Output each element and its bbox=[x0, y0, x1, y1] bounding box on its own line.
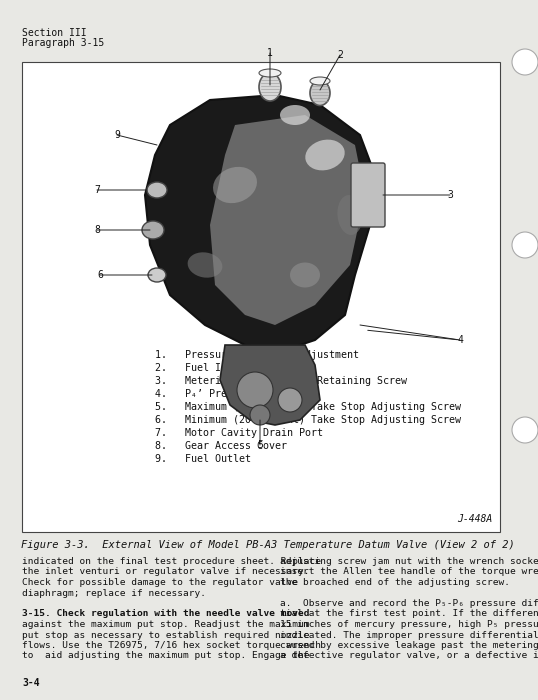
Ellipse shape bbox=[310, 80, 330, 106]
Text: 8.   Gear Access Cover: 8. Gear Access Cover bbox=[155, 441, 287, 451]
Text: diaphragm; replace if necessary.: diaphragm; replace if necessary. bbox=[22, 589, 206, 598]
Text: flows. Use the T26975, 7/16 hex socket torque wrench: flows. Use the T26975, 7/16 hex socket t… bbox=[22, 641, 321, 650]
Text: 2: 2 bbox=[337, 50, 343, 60]
Text: to  aid adjusting the maximum put stop. Engage the: to aid adjusting the maximum put stop. E… bbox=[22, 652, 309, 661]
Text: 7: 7 bbox=[94, 185, 100, 195]
Text: 3.   Metering Valve Sleeve Retaining Screw: 3. Metering Valve Sleeve Retaining Screw bbox=[155, 376, 407, 386]
Text: indicated on the final test procedure sheet. Replace: indicated on the final test procedure sh… bbox=[22, 557, 321, 566]
Circle shape bbox=[512, 417, 538, 443]
Ellipse shape bbox=[188, 252, 222, 278]
Text: 3-15. Check regulation with the needle valve moved: 3-15. Check regulation with the needle v… bbox=[22, 610, 309, 619]
Polygon shape bbox=[220, 345, 320, 425]
Text: tial at the first test point. If the differential exceeds: tial at the first test point. If the dif… bbox=[280, 610, 538, 619]
Text: put stop as necessary to establish required nozzle: put stop as necessary to establish requi… bbox=[22, 631, 309, 640]
Polygon shape bbox=[145, 95, 375, 350]
Text: Check for possible damage to the regulator valve: Check for possible damage to the regulat… bbox=[22, 578, 298, 587]
Text: caused by excessive leakage past the metering valve,: caused by excessive leakage past the met… bbox=[280, 641, 538, 650]
Circle shape bbox=[250, 405, 270, 425]
Ellipse shape bbox=[142, 221, 164, 239]
Polygon shape bbox=[210, 115, 365, 325]
Circle shape bbox=[512, 49, 538, 75]
Text: indicated. The improper pressure differential may be: indicated. The improper pressure differe… bbox=[280, 631, 538, 640]
Ellipse shape bbox=[259, 73, 281, 101]
Text: Figure 3-3.  External View of Model PB-A3 Temperature Datum Valve (View 2 of 2): Figure 3-3. External View of Model PB-A3… bbox=[21, 540, 515, 550]
Text: 1.   Pressurizing Valve Adjustment: 1. Pressurizing Valve Adjustment bbox=[155, 350, 359, 360]
Bar bbox=[22, 62, 500, 532]
Circle shape bbox=[278, 388, 302, 412]
Ellipse shape bbox=[280, 105, 310, 125]
Ellipse shape bbox=[310, 77, 330, 85]
Text: 2.   Fuel Inlet: 2. Fuel Inlet bbox=[155, 363, 245, 373]
Text: 7.   Motor Cavity Drain Port: 7. Motor Cavity Drain Port bbox=[155, 428, 323, 438]
Text: 6.   Minimum (20 percent) Take Stop Adjusting Screw: 6. Minimum (20 percent) Take Stop Adjust… bbox=[155, 415, 461, 425]
Ellipse shape bbox=[290, 262, 320, 288]
Text: insert the Allen tee handle of the torque wrench in: insert the Allen tee handle of the torqu… bbox=[280, 568, 538, 577]
Ellipse shape bbox=[148, 268, 166, 282]
Ellipse shape bbox=[147, 182, 167, 198]
Ellipse shape bbox=[305, 139, 345, 170]
Circle shape bbox=[237, 372, 273, 408]
Text: 6: 6 bbox=[97, 270, 103, 280]
Text: 4: 4 bbox=[457, 335, 463, 345]
Text: against the maximum put stop. Readjust the maximum: against the maximum put stop. Readjust t… bbox=[22, 620, 309, 629]
Text: a.  Observe and record the P₅-P₆ pressure differen-: a. Observe and record the P₅-P₆ pressure… bbox=[280, 599, 538, 608]
Text: 5.   Maximum (50 percent) Take Stop Adjusting Screw: 5. Maximum (50 percent) Take Stop Adjust… bbox=[155, 402, 461, 412]
Text: 5: 5 bbox=[257, 440, 263, 450]
Text: 3: 3 bbox=[447, 190, 453, 200]
Circle shape bbox=[512, 232, 538, 258]
Text: 1: 1 bbox=[267, 48, 273, 58]
Text: 3-4: 3-4 bbox=[22, 678, 40, 688]
Text: 9.   Fuel Outlet: 9. Fuel Outlet bbox=[155, 454, 251, 464]
Text: the inlet venturi or regulator valve if necessary.: the inlet venturi or regulator valve if … bbox=[22, 568, 309, 577]
Ellipse shape bbox=[337, 195, 363, 235]
Text: J-448A: J-448A bbox=[457, 514, 492, 524]
Text: a defective regulator valve, or a defective inlet venturi.: a defective regulator valve, or a defect… bbox=[280, 652, 538, 661]
Ellipse shape bbox=[213, 167, 257, 203]
Text: 4.   P₄’ Pressure Tap: 4. P₄’ Pressure Tap bbox=[155, 389, 281, 399]
Text: 8: 8 bbox=[94, 225, 100, 235]
Text: Section III: Section III bbox=[22, 28, 87, 38]
Text: 15 inches of mercury pressure, high P₅ pressure is: 15 inches of mercury pressure, high P₅ p… bbox=[280, 620, 538, 629]
Ellipse shape bbox=[259, 69, 281, 77]
Text: the broached end of the adjusting screw.: the broached end of the adjusting screw. bbox=[280, 578, 510, 587]
Text: adjusting screw jam nut with the wrench socket and: adjusting screw jam nut with the wrench … bbox=[280, 557, 538, 566]
Text: Paragraph 3-15: Paragraph 3-15 bbox=[22, 38, 104, 48]
FancyBboxPatch shape bbox=[351, 163, 385, 227]
Text: 9: 9 bbox=[114, 130, 120, 140]
